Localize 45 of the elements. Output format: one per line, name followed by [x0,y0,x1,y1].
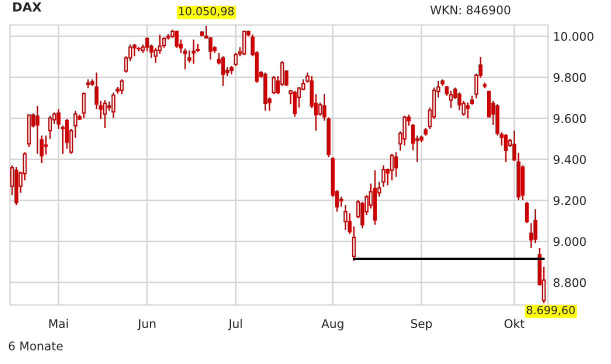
x-tick-label: Sep [411,319,432,330]
candlestick [221,55,226,87]
candlestick [272,75,276,95]
candlestick [390,153,394,181]
candlestick [111,92,116,119]
candlestick [48,114,52,140]
candlestick [56,108,60,130]
x-tick-label: Jun [137,319,156,330]
candlestick [504,133,508,163]
candlestick [292,90,297,118]
y-tick-label: 10.000 [554,32,594,41]
candlestick [444,85,449,96]
text: 8.699,60 [526,306,575,316]
candlestick [82,92,86,119]
candlestick [35,105,40,155]
candlestick [132,43,136,57]
chart-subtitle: WKN: 846900 [430,5,510,14]
candlestick [234,52,238,67]
y-tick-label: 9.000 [554,237,586,246]
candlestick [512,130,516,162]
candlestick [44,134,48,156]
annotation: 10.050,98 [179,6,234,16]
y-tick-label: 9.400 [554,155,586,164]
x-tick-label: Mai [49,318,68,328]
candlestick [394,151,398,178]
candlestick [344,204,348,231]
chart-title: DAX [13,2,42,12]
candlestick [242,30,246,56]
candlestick [466,102,470,120]
candlestick [208,36,212,60]
candlestick [449,90,453,109]
y-tick-label: 9.600 [554,114,586,123]
candlestick [533,208,538,244]
x-tick-label: Okt [504,318,524,328]
candlestick [402,114,406,146]
text: 6 Monate [8,341,63,350]
y-tick-label: 9.200 [554,196,586,206]
y-tick-label: 8.800 [554,278,586,288]
x-tick-label: Aug [321,319,344,330]
candlestick [103,99,107,129]
x-tick-label: Jul [228,318,242,330]
candlestick [524,201,529,224]
candlestick [192,38,196,64]
y-tick-label: 9.800 [554,73,586,82]
candlestick [120,78,124,95]
